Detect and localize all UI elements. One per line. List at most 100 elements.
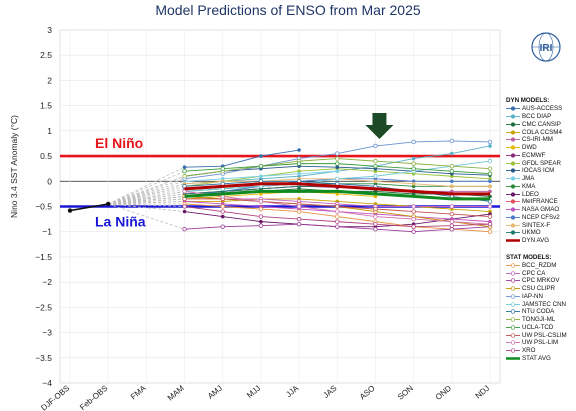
legend-swatch [506, 145, 520, 150]
point-sintex-f [411, 182, 416, 186]
legend-swatch [506, 357, 520, 360]
legend-swatch [506, 191, 520, 197]
connector-line [108, 180, 185, 205]
x-tick-label: NDJ [474, 384, 492, 401]
point-bcc-rzdm [487, 229, 493, 234]
point-uw-psl-cslim [411, 209, 416, 214]
point-uw-psl-lim [182, 189, 187, 194]
point-tongji-ml [449, 163, 455, 169]
legend-swatch [506, 199, 520, 205]
point-xro [296, 216, 302, 222]
connector-line [108, 193, 185, 205]
legend-swatch [506, 278, 520, 284]
y-tick-label: 2.5 [40, 50, 52, 60]
x-tick-label: MAM [166, 383, 186, 402]
point-bcc-rzdm [335, 214, 340, 219]
legend-item-iap-nn: IAP-NN [506, 293, 576, 301]
legend-item-bcc-diap: BCC DIAP [506, 113, 576, 121]
legend-item-nasa-gmao: NASA GMAO [506, 206, 576, 214]
x-tick-label: FMA [129, 383, 148, 401]
point-xro [411, 224, 416, 229]
point-cpc-mrkov [220, 224, 225, 229]
point-jma [297, 171, 301, 176]
point-bcc-diap [450, 151, 454, 156]
legend-item-jamstec-cnn: JAMSTEC CNN [506, 300, 576, 308]
iri-logo-text: IRI [540, 43, 553, 54]
point-uw-psl-cslim [373, 206, 378, 212]
point-tongji-ml [335, 156, 340, 161]
point-sintex-f [373, 179, 378, 184]
point-ucla-tcd [373, 163, 378, 169]
point-xro [258, 214, 264, 219]
point-ucla-tcd [487, 171, 493, 176]
y-tick-label: 3 [47, 25, 52, 35]
y-tick-label: 1 [47, 126, 52, 136]
legend-label: NTU CODA [522, 308, 555, 316]
x-tick-label: JJA [284, 383, 301, 399]
el-nino-label: El Niño [95, 135, 143, 151]
legend-label: TONGJI-ML [522, 316, 556, 324]
series-line-dyn-avg [184, 182, 490, 196]
legend-label: AUS-ACCESS [522, 105, 563, 113]
legend-item-aus-access: AUS-ACCESS [506, 105, 576, 113]
legend-header-stat: STAT MODELS: [506, 253, 552, 261]
legend-label: BCC_RZDM [522, 261, 557, 269]
legend-item-cs-iri-mm: CS-IRI-MM [506, 136, 576, 144]
legend-swatch [506, 160, 520, 166]
point-gfdl-spear [297, 169, 301, 173]
series-line-aus-access [184, 149, 300, 168]
legend-swatch [506, 207, 520, 212]
point-cpc-mrkov [258, 223, 264, 228]
x-tick-label: JAS [322, 384, 339, 400]
legend-item-csu-clipr: CSU CLIPR [506, 285, 576, 293]
point-iap-nn [335, 151, 340, 156]
legend-item-dwd: DWD [506, 144, 576, 152]
y-tick-label: 2 [47, 75, 52, 85]
point-bcc-rzdm [258, 206, 264, 212]
connector-line [108, 203, 185, 212]
legend-label: UCLA-TCD [522, 323, 554, 331]
point-ucla-tcd [411, 166, 416, 171]
point-uw-psl-lim [449, 219, 455, 224]
legend-item-ecmwf: ECMWF [506, 152, 576, 160]
point-bcc-diap [411, 156, 416, 161]
point-jamstec-cnn [487, 158, 493, 164]
connector-line [108, 175, 185, 205]
point-uw-psl-lim [258, 199, 264, 204]
legend-item-xro: XRO [506, 347, 576, 355]
series-line-stat-avg [184, 189, 490, 201]
legend-swatch [506, 340, 520, 346]
point-jma [335, 169, 340, 173]
point-cpc-mrkov [182, 226, 187, 232]
legend-item-iocas-icm: IOCAS ICM [506, 167, 576, 175]
legend-label: UW PSL-CSLIM [522, 331, 567, 339]
legend-label: CPC MRKOV [522, 277, 560, 285]
legend-swatch [506, 153, 520, 158]
point-cmc-cansip [373, 189, 378, 194]
point-gfdl-spear [373, 169, 378, 173]
point-xro [373, 221, 378, 227]
legend-item-kma: KMA [506, 183, 576, 191]
point-dwd [259, 192, 263, 196]
legend-item-ukmo: UKMO [506, 229, 576, 237]
legend-label: GFDL SPEAR [522, 159, 561, 167]
legend-label: JAMSTEC CNN [522, 300, 567, 308]
point-uw-psl-cslim [335, 204, 340, 209]
legend-swatch [506, 294, 520, 299]
decoration-layer: IRI [365, 32, 561, 139]
legend-swatch [506, 122, 520, 127]
legend-item-cmc-cansip: CMC CANSIP [506, 121, 576, 129]
legend-label: DWD [522, 144, 537, 152]
legend-label: JMA [522, 175, 535, 183]
legend-swatch [506, 270, 520, 276]
connector-line [108, 178, 185, 205]
legend-swatch [506, 222, 520, 228]
point-cpc-mrkov [411, 229, 416, 234]
point-kma [411, 184, 416, 189]
point-aus-access [182, 165, 187, 169]
y-tick-label: −4 [42, 378, 52, 388]
y-tick-label: 0 [47, 176, 52, 186]
point-ldeo [182, 209, 187, 214]
legend-label: DYN AVG [522, 237, 550, 245]
